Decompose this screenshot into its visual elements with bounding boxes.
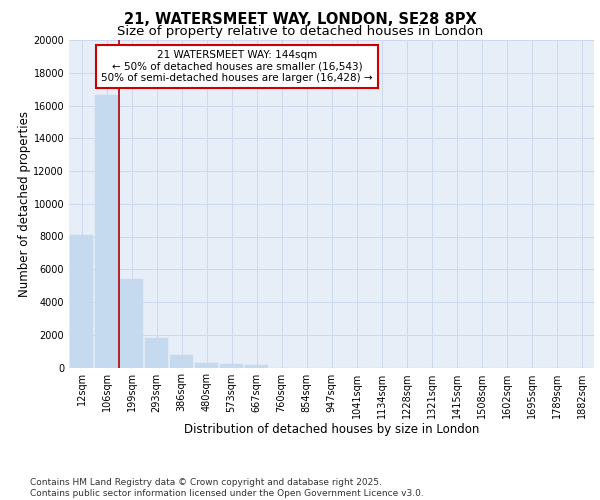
Text: Contains HM Land Registry data © Crown copyright and database right 2025.
Contai: Contains HM Land Registry data © Crown c… — [30, 478, 424, 498]
Bar — [170, 355, 193, 368]
X-axis label: Distribution of detached houses by size in London: Distribution of detached houses by size … — [184, 424, 479, 436]
Text: Size of property relative to detached houses in London: Size of property relative to detached ho… — [117, 25, 483, 38]
Bar — [245, 365, 268, 368]
Bar — [95, 95, 118, 367]
Text: 21, WATERSMEET WAY, LONDON, SE28 8PX: 21, WATERSMEET WAY, LONDON, SE28 8PX — [124, 12, 476, 28]
Bar — [220, 364, 244, 368]
Bar — [119, 279, 143, 368]
Bar — [145, 338, 169, 368]
Bar — [194, 362, 218, 368]
Y-axis label: Number of detached properties: Number of detached properties — [17, 111, 31, 296]
Text: 21 WATERSMEET WAY: 144sqm
← 50% of detached houses are smaller (16,543)
50% of s: 21 WATERSMEET WAY: 144sqm ← 50% of detac… — [101, 50, 373, 83]
Bar — [70, 235, 94, 368]
